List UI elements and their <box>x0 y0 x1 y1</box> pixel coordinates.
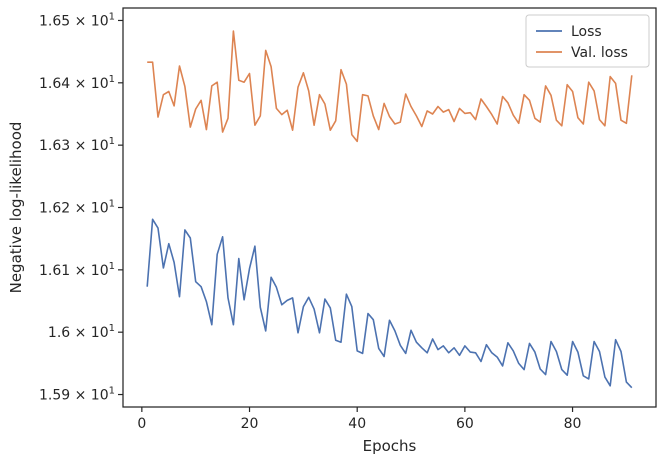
y-tick-label: 1.62 × 101 <box>39 199 115 217</box>
y-axis-label: Negative log-likelihood <box>7 122 25 294</box>
x-tick-label: 40 <box>348 416 366 432</box>
legend-label: Loss <box>571 24 602 40</box>
y-tick-label: 1.63 × 101 <box>39 136 115 154</box>
y-tick-label: 1.6 × 101 <box>48 323 115 341</box>
legend: Loss Val. loss <box>525 14 650 68</box>
series-line-val-loss <box>147 30 633 143</box>
x-axis: 0 20 40 60 80 <box>137 407 581 432</box>
series-layer <box>146 30 633 389</box>
series-line-loss <box>146 218 633 389</box>
plot-area <box>123 8 656 407</box>
y-axis: 1.59 × 101 1.6 × 101 1.61 × 101 1.62 × 101 1… <box>39 11 123 404</box>
x-tick-label: 0 <box>137 416 146 432</box>
y-tick-label: 1.61 × 101 <box>39 261 115 279</box>
x-tick-label: 20 <box>241 416 259 432</box>
legend-box <box>525 14 650 68</box>
y-tick-label: 1.64 × 101 <box>39 74 115 92</box>
y-tick-label: 1.59 × 101 <box>39 386 115 404</box>
x-tick-label: 80 <box>564 416 582 432</box>
x-tick-label: 60 <box>456 416 474 432</box>
x-axis-label: Epochs <box>363 437 417 455</box>
legend-label: Val. loss <box>571 45 628 61</box>
y-tick-label: 1.65 × 101 <box>39 11 115 29</box>
